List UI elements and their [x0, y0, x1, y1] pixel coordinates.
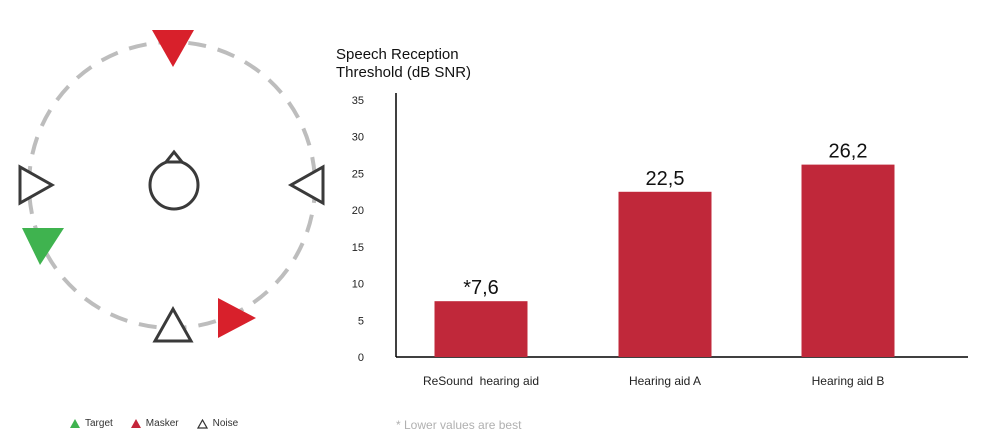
y-tick-label: 10 [352, 279, 364, 291]
y-tick-label: 5 [358, 315, 364, 327]
footnote: * Lower values are best [396, 418, 522, 432]
noise-legend-icon [196, 418, 208, 429]
target-icon [22, 228, 64, 265]
category-label: Hearing aid A [629, 374, 701, 388]
bar-value-label: 22,5 [646, 168, 685, 190]
noise-back-icon [152, 305, 194, 343]
legend-item-noise: Noise [196, 418, 239, 429]
legend-item-masker: Masker [130, 418, 179, 429]
legend-label-noise: Noise [212, 418, 239, 429]
category-label: Hearing aid B [812, 374, 885, 388]
diagram-legend: Target Masker Noise [70, 418, 238, 429]
masker-legend-icon [130, 419, 141, 428]
masker-back-right-icon [218, 298, 256, 338]
target-legend-icon [70, 419, 80, 428]
y-tick-label: 15 [352, 242, 364, 254]
y-tick-label: 20 [352, 205, 364, 217]
bar [618, 191, 712, 357]
bar-value-label: *7,6 [463, 277, 499, 299]
bar [434, 301, 528, 357]
y-axis-title-line1: Speech Reception [336, 46, 459, 63]
legend-label-masker: Masker [145, 418, 179, 429]
listener-nose-icon [162, 149, 186, 164]
legend-item-target: Target [70, 418, 113, 429]
spatial-setup-diagram [18, 30, 325, 343]
y-tick-label: 35 [352, 95, 364, 107]
y-tick-label: 30 [352, 132, 364, 144]
y-axis-title: Speech Reception Threshold (dB SNR) [336, 46, 471, 82]
y-axis-title-line2: Threshold (dB SNR) [336, 64, 472, 81]
y-tick-label: 25 [352, 168, 364, 180]
noise-left-icon [18, 164, 56, 206]
legend-label-target: Target [85, 418, 113, 429]
category-label: ReSound hearing aid [423, 374, 539, 388]
masker-front-icon [152, 30, 194, 67]
bar-value-label: 26,2 [829, 141, 868, 163]
noise-right-icon [287, 164, 325, 206]
bar [801, 164, 895, 357]
y-tick-label: 0 [358, 352, 364, 364]
